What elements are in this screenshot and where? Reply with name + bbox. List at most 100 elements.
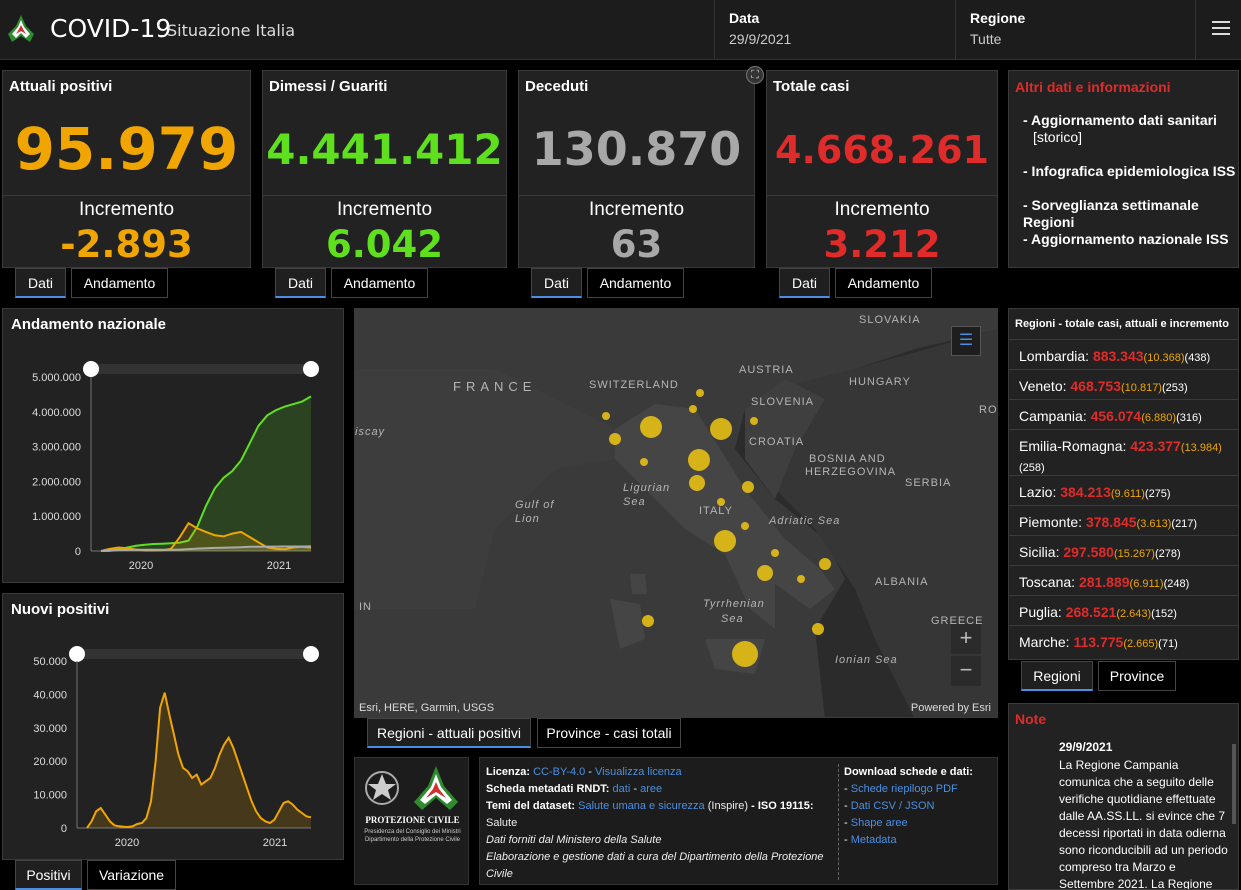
range-slider-handle-left[interactable] — [69, 646, 85, 662]
bubble-sicilia[interactable] — [732, 641, 758, 667]
chart-title: Andamento nazionale — [11, 316, 167, 333]
region-row[interactable]: Puglia: 268.521(2.643)(152) — [1009, 595, 1238, 630]
tab-regions[interactable]: Regioni — [1021, 661, 1093, 691]
region-row[interactable]: Emilia-Romagna: 423.377(13.984) (258) — [1009, 429, 1238, 475]
tab-guariti-dati[interactable]: Dati — [275, 268, 326, 298]
bubble-emilia[interactable] — [688, 449, 710, 471]
range-slider-handle-right[interactable] — [303, 361, 319, 377]
protezione-civile-icon — [414, 766, 458, 810]
tab-guariti-andamento[interactable]: Andamento — [331, 268, 428, 298]
download-shape-link[interactable]: Shape aree — [850, 817, 908, 829]
bubble-trentino[interactable] — [696, 389, 704, 397]
menu-button[interactable] — [1195, 0, 1241, 60]
bubble-lazio[interactable] — [714, 530, 736, 552]
region-selector[interactable]: Regione Tutte — [955, 0, 1195, 60]
metadata-aree-link[interactable]: aree — [640, 783, 663, 795]
tab-totale-andamento[interactable]: Andamento — [835, 268, 932, 298]
themes-link[interactable]: Salute umana e sicurezza — [578, 800, 705, 812]
app-title: COVID-19 — [50, 14, 172, 43]
zoom-out-button[interactable]: − — [951, 656, 981, 686]
zoom-in-button[interactable]: + — [951, 624, 981, 654]
range-slider-handle-right[interactable] — [303, 646, 319, 662]
map-view[interactable]: FRANCE SWITZERLAND AUSTRIA HUNGARY SLOVA… — [354, 308, 998, 718]
fullscreen-icon[interactable]: ⛶ — [746, 66, 764, 84]
card-value: 130.870 — [531, 122, 742, 176]
tab-map-regioni[interactable]: Regioni - attuali positivi — [367, 718, 531, 748]
map-label: AUSTRIA — [739, 364, 794, 376]
legend-list-icon[interactable]: ☰ — [951, 326, 981, 356]
region-label: Regione — [970, 10, 1026, 26]
download-pdf-link[interactable]: Schede riepilogo PDF — [850, 783, 958, 795]
region-value: Tutte — [970, 31, 1002, 47]
bubble-lombardia[interactable] — [640, 416, 662, 438]
region-row[interactable]: Marche: 113.775(2.665)(71) — [1009, 625, 1238, 660]
y-tick-label: 0 — [75, 546, 81, 558]
region-row[interactable]: Toscana: 281.889(6.911)(248) — [1009, 565, 1238, 600]
series-area — [101, 396, 311, 551]
bubble-campania[interactable] — [757, 565, 773, 581]
bubble-basilicata[interactable] — [797, 575, 805, 583]
series-area — [101, 523, 311, 551]
region-row[interactable]: Piemonte: 378.845(3.613)(217) — [1009, 505, 1238, 540]
range-slider-track — [77, 649, 311, 659]
info-link-iss[interactable]: - Aggiornamento nazionale ISS — [1023, 231, 1229, 247]
region-row[interactable]: Veneto: 468.753(10.817)(253) — [1009, 369, 1238, 404]
region-increment: (217) — [1171, 518, 1198, 530]
bubble-abruzzo[interactable] — [741, 522, 749, 530]
bubble-umbria[interactable] — [717, 498, 725, 506]
bubble-friuli[interactable] — [750, 417, 758, 425]
region-total: 883.343 — [1092, 348, 1144, 364]
download-metadata-link[interactable]: Metadata — [850, 834, 897, 846]
bubble-piemonte[interactable] — [609, 433, 621, 445]
region-row[interactable]: Campania: 456.074(6.880)(316) — [1009, 399, 1238, 434]
tab-provinces[interactable]: Province — [1098, 661, 1176, 691]
region-row[interactable]: Lombardia: 883.343(10.368)(438) — [1009, 339, 1238, 374]
download-csv-link[interactable]: Dati CSV / JSON — [850, 800, 935, 812]
region-current: (15.267) — [1113, 548, 1155, 560]
bubble-molise[interactable] — [771, 549, 779, 557]
info-link-storico[interactable]: [storico] — [1033, 129, 1083, 145]
bubble-sardegna[interactable] — [642, 615, 654, 627]
bubble-valle-aosta[interactable] — [602, 412, 610, 420]
tab-positivi[interactable]: Positivi — [15, 860, 82, 890]
card-attuali-positivi: Attuali positivi 95.979 Incremento -2.89… — [2, 70, 251, 268]
bubble-marche[interactable] — [742, 481, 754, 493]
info-link-aggiornamento[interactable]: - Aggiornamento dati sanitari — [1023, 112, 1217, 128]
tab-variazione[interactable]: Variazione — [87, 860, 176, 890]
bubble-puglia[interactable] — [819, 558, 831, 570]
license-view-link[interactable]: Visualizza licenza — [595, 766, 682, 778]
license-link[interactable]: CC-BY-4.0 — [533, 766, 586, 778]
region-row[interactable]: Sicilia: 297.580(15.267)(278) — [1009, 535, 1238, 570]
card-value: 4.668.261 — [775, 128, 989, 172]
header-bar: COVID-19 Situazione Italia Data 29/9/202… — [0, 0, 1241, 60]
region-row[interactable]: Lazio: 384.213(9.611)(275) — [1009, 475, 1238, 510]
region-increment: (258) — [1019, 462, 1045, 474]
bubble-veneto[interactable] — [710, 418, 732, 440]
metadata-dati-link[interactable]: dati — [612, 783, 631, 795]
region-total: 456.074 — [1090, 408, 1142, 424]
tab-deceduti-andamento[interactable]: Andamento — [587, 268, 684, 298]
date-selector[interactable]: Data 29/9/2021 — [714, 0, 955, 60]
range-slider-handle-left[interactable] — [83, 361, 99, 377]
region-current: (10.368) — [1143, 352, 1185, 364]
card-dimessi-guariti: Dimessi / Guariti 4.441.412 Incremento 6… — [262, 70, 507, 268]
tab-map-province[interactable]: Province - casi totali — [537, 718, 681, 748]
region-name: Lazio: — [1019, 484, 1057, 500]
tab-deceduti-dati[interactable]: Dati — [531, 268, 582, 298]
note-scrollbar[interactable] — [1232, 744, 1236, 824]
tab-attuali-andamento[interactable]: Andamento — [71, 268, 168, 298]
tab-totale-dati[interactable]: Dati — [779, 268, 830, 298]
bubble-toscana[interactable] — [689, 475, 705, 491]
bubble-calabria[interactable] — [812, 623, 824, 635]
themes-iso-value: Salute — [486, 817, 518, 829]
chart-andamento-nazionale: Andamento nazionale 5.000.000 4.000.000 3.… — [2, 308, 344, 583]
info-link-sorveglianza[interactable]: - Sorveglianza settimanale Regioni — [1023, 197, 1199, 230]
bubble-liguria[interactable] — [640, 458, 648, 466]
tab-attuali-dati[interactable]: Dati — [15, 268, 66, 298]
bubble-bolzano[interactable] — [689, 405, 697, 413]
metadata-line: Scheda metadati RNDT: dati - aree — [486, 783, 663, 795]
region-increment: (316) — [1176, 412, 1202, 424]
map-powered-by: Powered by Esri — [910, 702, 991, 714]
info-link-infografica[interactable]: - Infografica epidemiologica ISS — [1023, 163, 1236, 179]
